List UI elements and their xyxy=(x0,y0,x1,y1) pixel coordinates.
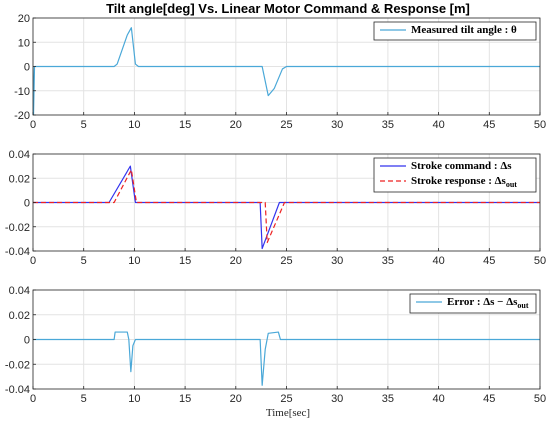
x-tick-label: 50 xyxy=(534,255,546,267)
y-tick-label: 0.02 xyxy=(9,310,30,322)
y-tick-label: 0 xyxy=(24,62,30,74)
y-tick-label: 0 xyxy=(24,198,30,210)
x-tick-label: 5 xyxy=(81,119,87,131)
x-tick-label: 45 xyxy=(483,255,495,267)
x-tick-label: 10 xyxy=(128,255,140,267)
legend-subscript: out xyxy=(506,180,517,189)
y-tick-label: -20 xyxy=(14,110,30,122)
subplot-3: 0 5 10 15 20 25 30 35 40 45 50 -0.04 -0.02 0 0.02 0.04 E… xyxy=(5,285,546,405)
legend-entry: Stroke response : Δsout xyxy=(411,175,517,189)
x-axis-label: Time[sec] xyxy=(266,407,310,419)
x-tick-label: 25 xyxy=(280,119,292,131)
subplot-1: 0 5 10 15 20 25 30 35 40 45 50 -20 -10 0 10 20 Measured … xyxy=(14,13,546,131)
y-tick-label: -10 xyxy=(14,86,30,98)
y-tick-label: 10 xyxy=(18,37,30,49)
legend-entry: Error : Δs − Δsout xyxy=(447,296,529,310)
subplot-group: 0 5 10 15 20 25 30 35 40 45 50-20-1001020Measured … xyxy=(5,13,546,405)
x-tick-label: 15 xyxy=(179,119,191,131)
x-tick-label: 40 xyxy=(432,393,444,405)
x-tick-label: 30 xyxy=(331,255,343,267)
x-tick-label: 10 xyxy=(128,393,140,405)
chart-title: Tilt angle[deg] Vs. Linear Motor Command… xyxy=(106,1,470,16)
legend-subscript: out xyxy=(517,301,528,310)
legend-label: Stroke command : xyxy=(411,160,500,172)
legend: Error : Δs − Δsout xyxy=(409,293,537,314)
y-tick-label: -0.04 xyxy=(5,384,30,396)
x-tick-label: 45 xyxy=(483,393,495,405)
legend-symbol: Δs xyxy=(500,160,512,172)
x-tick-label: 20 xyxy=(230,119,242,131)
x-tick-label: 40 xyxy=(432,119,444,131)
x-tick-label: 35 xyxy=(382,255,394,267)
x-tick-label: 35 xyxy=(382,393,394,405)
x-tick-label: 15 xyxy=(179,393,191,405)
x-tick-label: 5 xyxy=(81,393,87,405)
y-tick-label: 20 xyxy=(18,13,30,25)
legend-entry: Measured tilt angle : θ xyxy=(411,24,517,36)
series-line-1 xyxy=(33,27,540,115)
x-tick-label: 0 xyxy=(30,393,36,405)
x-tick-label: 45 xyxy=(483,119,495,131)
y-tick-label: 0.04 xyxy=(9,285,30,297)
x-tick-label: 30 xyxy=(331,119,343,131)
x-tick-label: 30 xyxy=(331,393,343,405)
y-tick-label: 0.04 xyxy=(9,149,30,161)
x-tick-label: 40 xyxy=(432,255,444,267)
x-tick-label: 0 xyxy=(30,255,36,267)
legend: Measured tilt angle : θ xyxy=(373,21,537,41)
x-tick-label: 20 xyxy=(230,393,242,405)
y-tick-label: -0.02 xyxy=(5,222,30,234)
x-tick-label: 10 xyxy=(128,119,140,131)
x-tick-label: 50 xyxy=(534,393,546,405)
legend-label: Stroke response : xyxy=(411,175,495,187)
legend-label: Error : xyxy=(447,296,483,308)
x-tick-label: 5 xyxy=(81,255,87,267)
y-tick-label: 0.02 xyxy=(9,173,30,185)
subplot-2: 0 5 10 15 20 25 30 35 40 45 50 -0.04 -0.02 0 0.02 0.04 S… xyxy=(5,149,546,267)
series-line-2 xyxy=(33,169,540,244)
x-tick-label: 25 xyxy=(280,393,292,405)
x-tick-label: 35 xyxy=(382,119,394,131)
x-tick-label: 0 xyxy=(30,119,36,131)
x-tick-label: 20 xyxy=(230,255,242,267)
x-tick-label: 15 xyxy=(179,255,191,267)
legend-symbol: Δs xyxy=(495,175,507,187)
y-tick-label: 0 xyxy=(24,335,30,347)
series-line-1 xyxy=(33,331,540,386)
legend-entry: Stroke command : Δs xyxy=(411,160,512,172)
legend-box xyxy=(409,293,537,314)
legend-box xyxy=(373,157,537,193)
x-tick-label: 25 xyxy=(280,255,292,267)
y-tick-label: -0.04 xyxy=(5,246,30,258)
legend-symbol: Δs − Δs xyxy=(483,296,518,308)
legend-box xyxy=(373,21,537,41)
y-tick-label: -0.02 xyxy=(5,359,30,371)
x-tick-label: 50 xyxy=(534,119,546,131)
